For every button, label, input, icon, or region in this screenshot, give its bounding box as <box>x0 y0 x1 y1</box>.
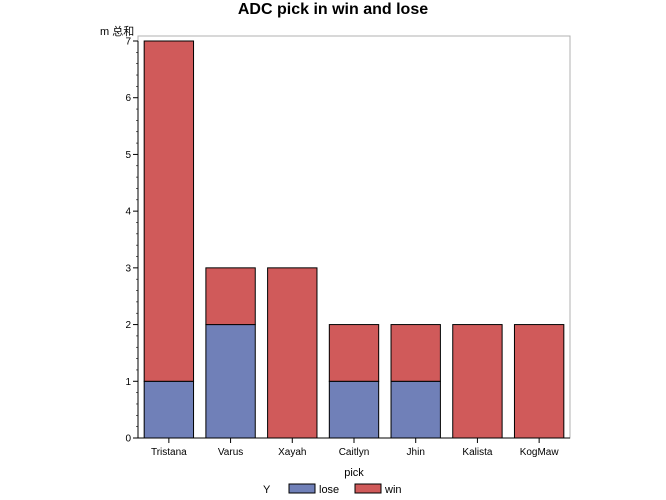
y-tick-label: 7 <box>125 37 131 48</box>
bar-win-kalista <box>452 324 503 439</box>
bar-lose-jhin <box>390 380 441 439</box>
bars-group <box>143 40 565 439</box>
legend-swatch-lose <box>288 483 316 494</box>
bar-win-jhin <box>390 324 441 382</box>
x-tick-label: KogMaw <box>520 447 560 458</box>
bar-lose-tristana <box>143 380 195 439</box>
legend-label-win: win <box>384 484 402 496</box>
bar-win-tristana <box>143 40 195 382</box>
x-tick-label: Tristana <box>151 447 187 458</box>
y-tick-label: 2 <box>125 320 131 331</box>
y-tick-label: 4 <box>125 207 131 218</box>
x-tick-label: Varus <box>218 447 243 458</box>
x-tick-label: Caitlyn <box>339 447 370 458</box>
x-tick-label: Jhin <box>407 447 425 458</box>
legend: Y lose win <box>263 483 402 496</box>
y-tick-label: 5 <box>125 150 131 161</box>
bar-win-xayah <box>267 267 318 439</box>
x-axis: Tristana Varus Xayah Caitlyn Jhin Kalista KogM… <box>138 437 570 458</box>
bar-lose-varus <box>205 324 256 439</box>
y-tick-label: 1 <box>125 377 131 388</box>
bar-win-varus <box>205 267 256 326</box>
x-tick-label: Kalista <box>462 447 492 458</box>
y-axis: 0 1 2 3 4 5 6 7 <box>125 37 139 445</box>
bar-win-kogmaw <box>513 324 565 439</box>
legend-swatch-win <box>354 483 382 494</box>
y-tick-label: 6 <box>125 93 131 104</box>
y-axis-title: m 总和 <box>100 24 134 38</box>
bar-win-caitlyn <box>328 324 380 382</box>
legend-title: Y <box>263 484 271 496</box>
x-axis-title: pick <box>344 467 364 479</box>
x-tick-label: Xayah <box>278 447 306 458</box>
y-tick-label: 0 <box>125 434 131 445</box>
bar-lose-caitlyn <box>328 380 380 439</box>
chart-title: ADC pick in win and lose <box>238 1 428 18</box>
legend-label-lose: lose <box>319 484 339 496</box>
y-tick-label: 3 <box>125 263 131 274</box>
